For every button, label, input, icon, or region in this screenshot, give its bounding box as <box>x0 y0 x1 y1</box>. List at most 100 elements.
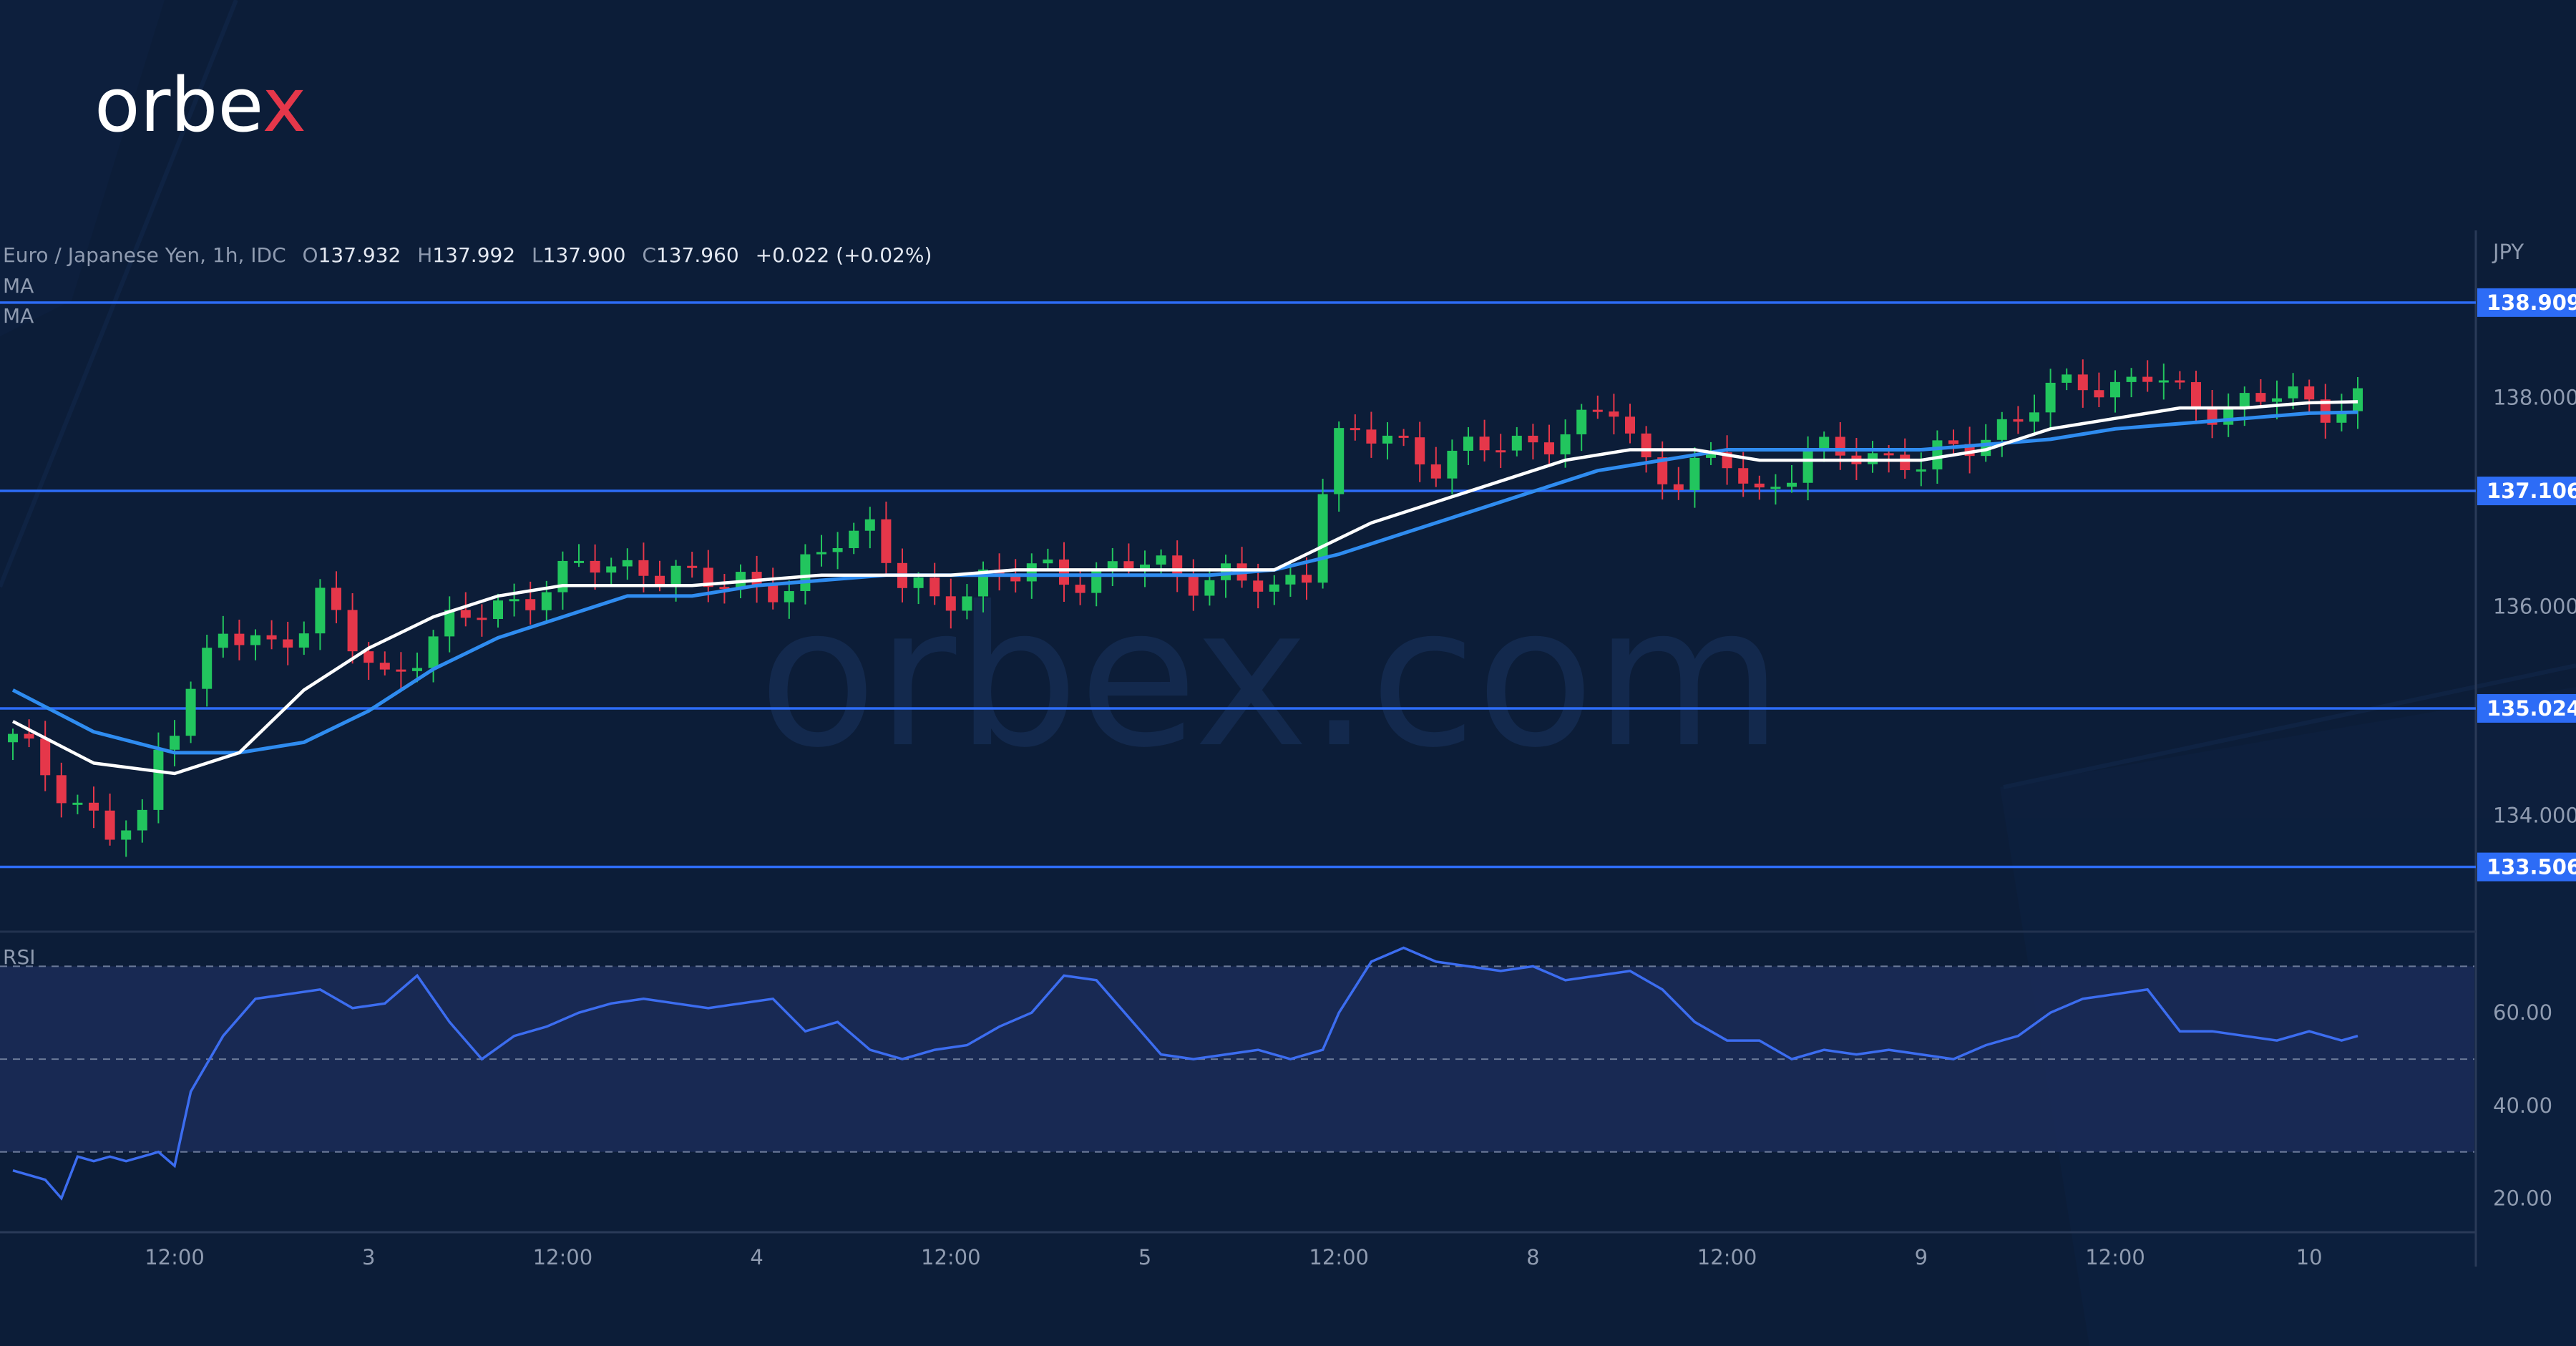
candle-bull <box>1916 469 1926 472</box>
level-price-label: 135.024 <box>2487 696 2576 721</box>
candle-bull <box>153 749 164 810</box>
candle-bear <box>687 565 698 568</box>
candle-bear <box>719 587 730 590</box>
legend-line: Euro / Japanese Yen, 1h, IDC O137.932 H1… <box>3 243 932 267</box>
candle-bear <box>638 560 649 576</box>
time-tick-label: 9 <box>1915 1245 1928 1269</box>
candle-bear <box>655 575 665 585</box>
level-price-tag <box>2477 693 2576 723</box>
legend-high: 137.992 <box>432 243 515 267</box>
candle-bull <box>1204 580 1215 596</box>
candle-bear <box>266 635 277 640</box>
candle-bull <box>622 560 633 567</box>
candle-bull <box>2126 376 2137 382</box>
candle-bull <box>2062 374 2072 383</box>
candle-bull <box>1140 564 1150 570</box>
rsi-tick-label: 40.00 <box>2493 1093 2552 1118</box>
candle-bull <box>1107 561 1118 570</box>
time-tick-label: 12:00 <box>145 1245 205 1269</box>
candle-bear <box>1059 559 1069 585</box>
level-price-tag <box>2477 852 2576 882</box>
candle-bear <box>1609 411 1619 417</box>
candle-bull <box>832 547 843 552</box>
rsi-line <box>12 946 2358 1201</box>
candle-bear <box>1657 457 1668 484</box>
level-price-label: 137.106 <box>2487 479 2576 503</box>
time-tick-label: 12:00 <box>921 1245 981 1269</box>
candle-bull <box>1334 428 1345 494</box>
candle-bear <box>379 663 390 670</box>
candle-bear <box>396 669 406 672</box>
watermark-text: orbex.com <box>758 565 1782 790</box>
time-tick-label: 4 <box>750 1245 763 1269</box>
candle-bull <box>493 600 503 620</box>
candle-bull <box>1285 575 1296 585</box>
candle-bear <box>89 802 99 811</box>
level-price-tag <box>2477 288 2576 317</box>
candle-bear <box>1430 464 1441 479</box>
candle-bull <box>606 566 617 573</box>
time-axis: 12:00 3 12:00 4 12:00 5 12:00 8 12:00 9 12:00 10 <box>145 1245 2322 1269</box>
candle-bear <box>1010 576 1021 582</box>
candle-bull <box>412 668 422 671</box>
candle-bear <box>40 738 51 776</box>
candle-bull <box>1382 435 1392 444</box>
candle-bear <box>1398 435 1409 438</box>
rsi-pane: 60.00 40.00 20.00 <box>0 946 2552 1211</box>
legend-ma-2: MA <box>3 304 34 328</box>
candle-bull <box>1317 494 1328 583</box>
candle-bear <box>1366 429 1377 444</box>
candle-bull <box>2045 382 2056 413</box>
ma-slow-line <box>11 410 2358 755</box>
candle-bull <box>2110 381 2120 398</box>
candle-bull <box>2223 409 2234 425</box>
candle-bull <box>1221 563 1231 580</box>
time-tick-label: 12:00 <box>1697 1245 1757 1269</box>
candle-bear <box>1415 437 1425 464</box>
level-price-label: 138.909 <box>2487 291 2576 315</box>
candle-bull <box>1802 451 1813 483</box>
candle-bull <box>170 736 180 750</box>
candle-bear <box>1900 454 1911 471</box>
time-tick-label: 5 <box>1138 1245 1151 1269</box>
candle-bull <box>1091 569 1102 593</box>
candle-bear <box>1948 440 1958 444</box>
time-tick-label: 12:00 <box>2085 1245 2145 1269</box>
price-tick-label: 136.000 <box>2493 594 2576 618</box>
level-price-tag <box>2477 477 2576 506</box>
legend-low: 137.900 <box>543 243 626 267</box>
ma-fast-line <box>11 400 2358 776</box>
candle-bull <box>574 560 584 563</box>
moving-averages <box>11 400 2358 776</box>
candle-bull <box>1511 435 1522 451</box>
candle-bull <box>2288 386 2298 399</box>
support-resistance-levels: 138.909 137.106 135.024 133.506 <box>0 288 2576 882</box>
candle-bear <box>1479 437 1490 451</box>
candle-bull <box>864 519 875 531</box>
orbex-logo: orbex <box>94 62 306 149</box>
logo-text: orbex <box>94 62 306 149</box>
candle-bear <box>2142 376 2153 382</box>
candle-bear <box>1350 428 1360 431</box>
candle-bear <box>2255 393 2266 402</box>
candle-bear <box>283 639 293 648</box>
currency-label: JPY <box>2492 240 2524 264</box>
candle-bull <box>2272 398 2282 402</box>
rsi-tick-label: 20.00 <box>2493 1186 2552 1211</box>
candle-bear <box>1302 575 1312 583</box>
candle-bull <box>428 636 439 668</box>
candle-bear <box>1673 484 1684 490</box>
legend-ma-1: MA <box>3 274 34 298</box>
candle-bear <box>477 618 487 620</box>
time-tick-label: 12:00 <box>533 1245 593 1269</box>
candle-bear <box>930 577 940 597</box>
legend-open: 137.932 <box>318 243 401 267</box>
candle-bull <box>509 599 519 602</box>
candle-bull <box>1996 419 2007 440</box>
candle-bull <box>2158 380 2169 383</box>
candle-bear <box>1625 416 1635 434</box>
candle-bull <box>2353 388 2363 411</box>
candle-bull <box>1026 563 1037 582</box>
